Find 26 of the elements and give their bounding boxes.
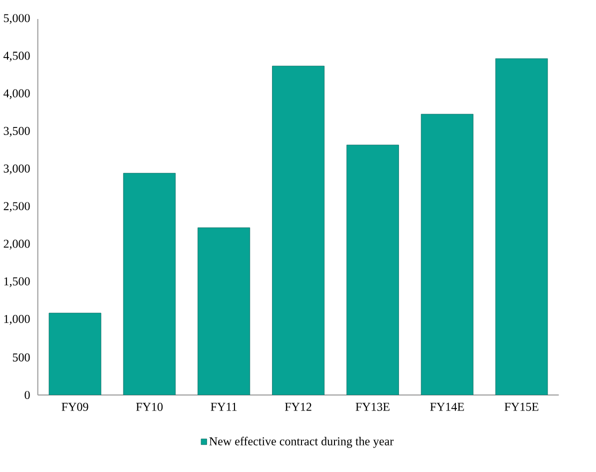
bar xyxy=(272,66,324,395)
bar xyxy=(198,227,250,395)
y-tick-label: 1,000 xyxy=(4,314,30,325)
y-tick-label: 500 xyxy=(12,353,30,362)
x-tick-label: FY15E xyxy=(504,402,538,411)
bar xyxy=(48,312,102,395)
bar xyxy=(495,58,548,395)
y-tick-label: 3,000 xyxy=(4,164,30,174)
y-tick-label: 2,500 xyxy=(4,202,30,212)
y-tick-label: 5,000 xyxy=(4,14,30,24)
y-tick-label: 3,500 xyxy=(4,126,30,137)
y-tick-label: 1,500 xyxy=(4,277,30,288)
x-tick-label: FY09 xyxy=(62,402,88,411)
x-tick-label: FY11 xyxy=(210,402,237,411)
legend-label: New effective contract during the year xyxy=(209,436,394,448)
y-tick-label: 0 xyxy=(24,390,30,400)
bar xyxy=(123,172,176,395)
y-tick-label: 2,000 xyxy=(4,240,30,250)
x-tick-label: FY14E xyxy=(430,402,464,411)
bar xyxy=(420,114,474,395)
x-tick-label: FY12 xyxy=(284,402,312,411)
x-tick-label: FY13E xyxy=(356,402,390,411)
x-tick-label: FY10 xyxy=(136,402,163,411)
bar xyxy=(346,144,399,395)
y-tick-label: 4,500 xyxy=(3,52,30,62)
y-tick-label: 4,000 xyxy=(3,89,30,100)
